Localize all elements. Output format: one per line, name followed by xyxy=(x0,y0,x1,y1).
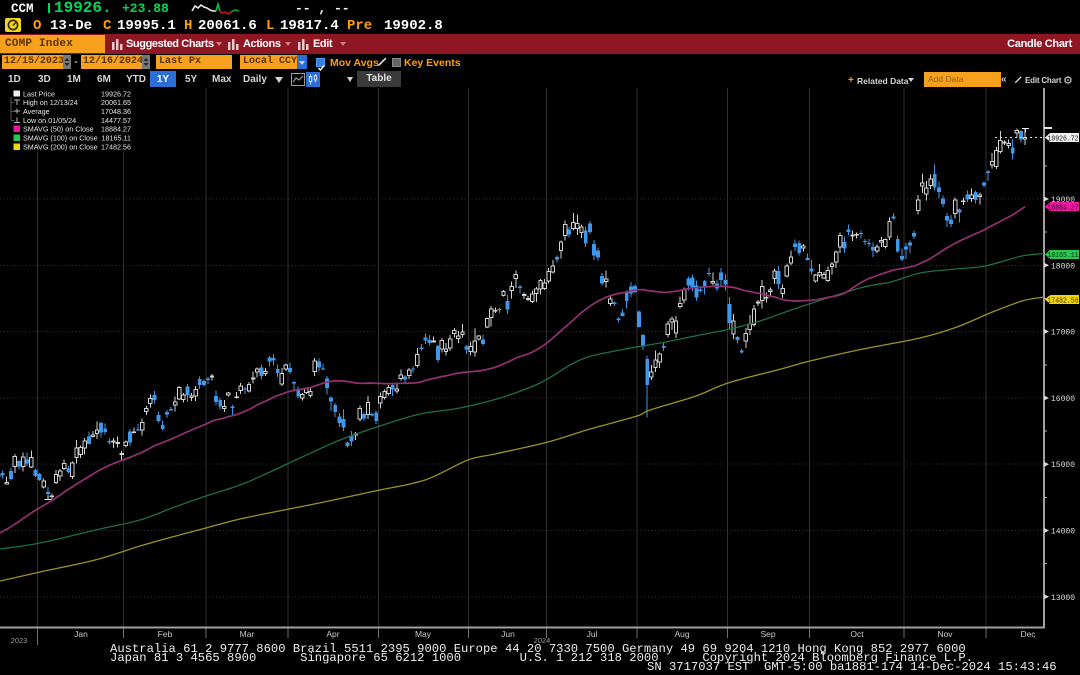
svg-text:18884.27: 18884.27 xyxy=(101,125,131,134)
svg-text:Apr: Apr xyxy=(326,629,339,639)
svg-text:16000: 16000 xyxy=(1051,395,1075,404)
svg-text:14000: 14000 xyxy=(1051,528,1075,537)
svg-text:17482.56: 17482.56 xyxy=(1048,297,1079,305)
svg-text:Feb: Feb xyxy=(158,629,173,639)
svg-text:2023: 2023 xyxy=(11,636,28,645)
svg-text:18884.27: 18884.27 xyxy=(1048,204,1079,212)
svg-text:Low on 01/05/24: Low on 01/05/24 xyxy=(23,116,76,125)
svg-text:17000: 17000 xyxy=(1051,329,1075,338)
svg-text:Jul: Jul xyxy=(587,629,598,639)
svg-text:20061.65: 20061.65 xyxy=(101,98,131,107)
svg-text:18165.11: 18165.11 xyxy=(102,134,131,143)
svg-text:Nov: Nov xyxy=(937,629,953,639)
svg-text:14477.57: 14477.57 xyxy=(101,116,131,125)
svg-text:19926.72: 19926.72 xyxy=(1048,135,1079,143)
svg-text:High on 12/13/24: High on 12/13/24 xyxy=(23,98,78,107)
svg-text:Sep: Sep xyxy=(760,629,775,639)
svg-text:Dec: Dec xyxy=(1020,629,1036,639)
svg-text:SMAVG (200) on Close: SMAVG (200) on Close xyxy=(23,142,98,151)
svg-text:19926.72: 19926.72 xyxy=(101,89,131,98)
svg-text:Mar: Mar xyxy=(240,629,255,639)
svg-text:19000: 19000 xyxy=(1051,196,1075,205)
svg-text:15000: 15000 xyxy=(1051,461,1075,470)
svg-text:18165.11: 18165.11 xyxy=(1048,252,1079,260)
svg-text:17482.56: 17482.56 xyxy=(101,142,131,151)
svg-text:Jun: Jun xyxy=(501,629,515,639)
svg-text:SMAVG (50) on Close: SMAVG (50) on Close xyxy=(23,125,94,134)
svg-text:Average: Average xyxy=(23,107,50,116)
svg-text:13000: 13000 xyxy=(1051,594,1075,603)
svg-text:May: May xyxy=(415,629,432,639)
svg-text:18000: 18000 xyxy=(1051,262,1075,271)
svg-text:17048.36: 17048.36 xyxy=(101,107,131,116)
svg-text:Last Price: Last Price xyxy=(23,89,55,98)
svg-text:SMAVG (100) on Close: SMAVG (100) on Close xyxy=(23,134,98,143)
svg-text:Aug: Aug xyxy=(674,629,689,639)
svg-text:2024: 2024 xyxy=(534,636,551,645)
svg-text:Jan: Jan xyxy=(74,629,88,639)
svg-text:Oct: Oct xyxy=(850,629,864,639)
